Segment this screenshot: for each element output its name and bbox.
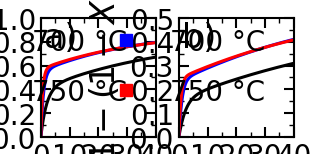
Legend: 650 °C, 700 °C, 750 °C: 650 °C, 700 °C, 750 °C [98, 0, 276, 117]
Text: a): a) [44, 22, 78, 55]
Text: b): b) [182, 22, 216, 55]
Y-axis label: $r_0$ or $1-(1-X(t))^{1/3}$: $r_0$ or $1-(1-X(t))^{1/3}$ [83, 0, 124, 154]
Legend: 650 °C, 700 °C, 750 °C: 650 °C, 700 °C, 750 °C [0, 0, 138, 117]
